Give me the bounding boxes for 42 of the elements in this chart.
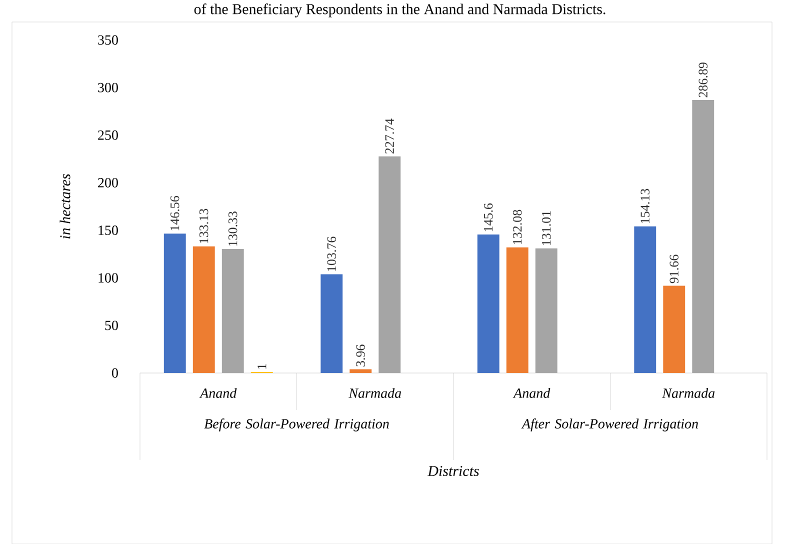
data-label: 145.6 (484, 203, 493, 232)
y-tick-label: 300 (98, 82, 118, 92)
bar (663, 286, 686, 373)
x-tick-label: Anand (199, 388, 237, 398)
data-label: 133.13 (199, 208, 208, 243)
bar (222, 249, 244, 373)
bar (634, 226, 656, 373)
bar (164, 234, 186, 373)
y-tick-label: 50 (105, 320, 118, 330)
y-tick-label: 0 (112, 368, 118, 378)
data-label: 132.08 (512, 210, 522, 244)
bar (692, 100, 714, 373)
data-label: 131.01 (542, 211, 551, 246)
chart-title: of the Beneficiary Respondents in the Anand and Narmada Districts. (194, 4, 606, 18)
data-label: 91.66 (670, 254, 679, 284)
text: After Solar-Powered Irrigation (521, 418, 698, 432)
data-label: 286.89 (698, 62, 708, 98)
bar (320, 274, 343, 373)
data-label: 146.56 (170, 196, 180, 230)
data-label: 130.33 (228, 212, 238, 246)
x-tick-label: Narmada (348, 388, 402, 398)
bar (350, 369, 372, 373)
bar (378, 156, 401, 373)
y-tick-label: 250 (98, 130, 118, 140)
bar (192, 246, 215, 373)
x-tick-label: Anand (512, 388, 550, 398)
bar (506, 247, 528, 373)
bar (535, 248, 558, 373)
data-label: 227.74 (385, 118, 394, 154)
y-tick-label: 100 (98, 273, 118, 283)
y-tick-label: 350 (98, 35, 118, 45)
y-tick-label: 200 (98, 178, 118, 188)
text: Before Solar-Powered Irrigation (204, 418, 389, 432)
data-label: 1 (258, 364, 266, 369)
data-label: 3.96 (356, 344, 366, 366)
data-label: 154.13 (640, 188, 650, 224)
data-label: 103.76 (327, 236, 336, 271)
y-axis-title: in hectares (60, 174, 70, 239)
x-tick-label: Narmada (662, 388, 715, 398)
x-axis-title: Districts (427, 466, 479, 476)
y-tick-label: 150 (98, 226, 118, 236)
bar (477, 234, 500, 373)
